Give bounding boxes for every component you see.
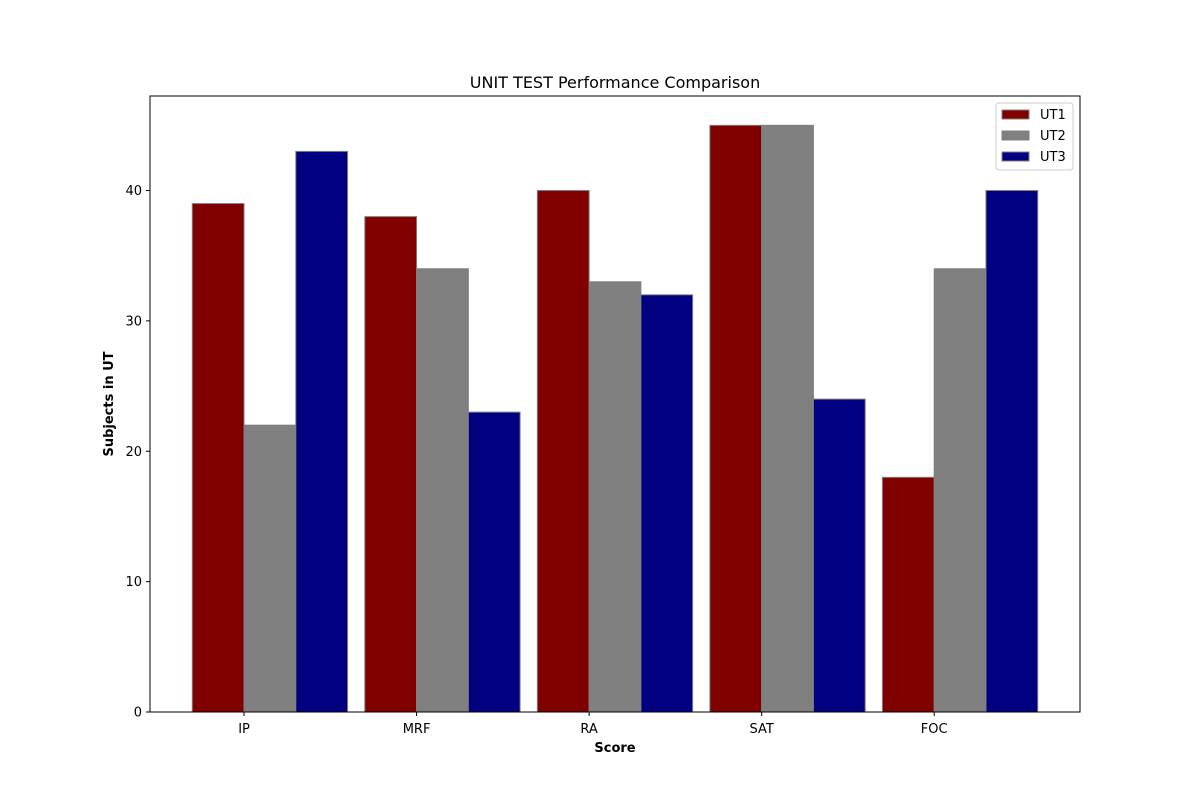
legend: UT1 UT2 UT3 [995,102,1074,171]
legend-label-ut1: UT1 [1040,108,1066,123]
bar-ut1-ip [191,203,245,713]
bar-ut3-ra [640,294,694,713]
bar-ut1-sat [709,124,763,713]
y-tick-label: 0 [134,706,142,721]
legend-swatch-ut2 [1001,130,1030,141]
y-tick-label: 10 [125,575,142,590]
bar-ut2-mrf [416,268,469,713]
bar-ut2-ra [588,281,642,713]
x-tick-label: MRF [403,722,431,737]
chart-title: UNIT TEST Performance Comparison [470,73,760,92]
legend-swatch-ut3 [1001,151,1030,162]
x-tick-label: SAT [749,722,773,737]
y-axis: 0 10 20 30 40 [125,184,150,721]
bar-ut3-sat [812,398,866,713]
bar-ut3-mrf [467,411,521,713]
bar-ut2-foc [933,268,987,713]
legend-swatch-ut1 [1001,109,1030,120]
y-axis-label: Subjects in UT [102,351,117,456]
bar-ut1-ra [536,190,590,713]
x-tick-label: IP [238,722,250,737]
legend-label-ut3: UT3 [1040,150,1066,165]
plot-frame [149,95,1081,713]
bar-ut1-foc [881,476,935,713]
bar-ut3-ip [295,150,349,713]
bar-ut1-mrf [364,216,418,713]
legend-label-ut2: UT2 [1040,129,1066,144]
bar-ut2-ip [243,424,297,713]
x-tick-label: RA [580,722,598,737]
x-tick-label: FOC [921,722,948,737]
y-tick-label: 20 [125,445,142,460]
bar-ut2-sat [761,124,814,713]
bars-layer [191,124,1039,713]
y-tick-label: 40 [125,184,142,199]
x-axis-label: Score [594,741,635,756]
x-axis: IP MRF RA SAT FOC [238,712,948,737]
legend-items: UT1 UT2 UT3 [1001,108,1066,165]
y-tick-label: 30 [125,314,142,329]
bar-ut3-foc [985,190,1039,713]
